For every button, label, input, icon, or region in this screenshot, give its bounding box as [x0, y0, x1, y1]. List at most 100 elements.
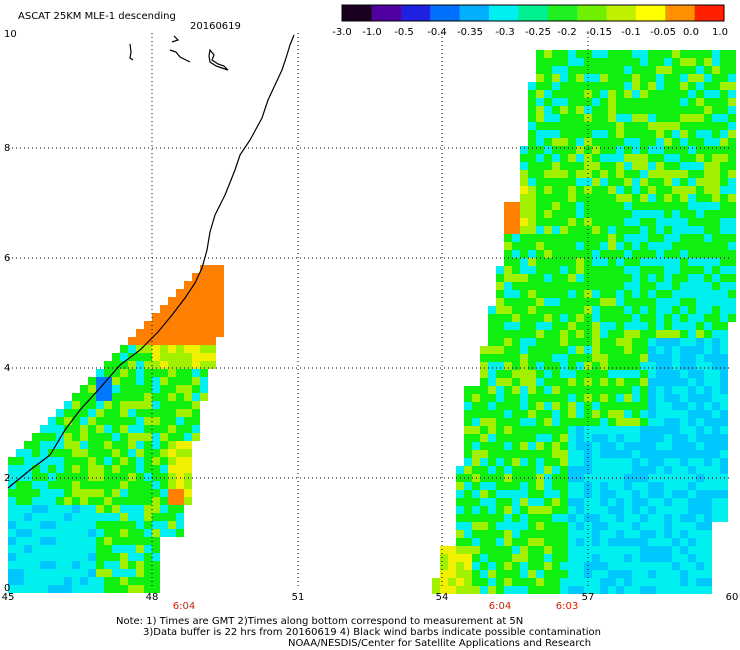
swath-cell [544, 378, 552, 386]
swath-cell [688, 346, 696, 354]
swath-cell [688, 522, 696, 530]
swath-cell [544, 394, 552, 402]
swath-cell [664, 578, 672, 586]
swath-cell [192, 393, 200, 401]
swath-cell [648, 234, 656, 242]
swath-cell [512, 554, 520, 562]
swath-cell [544, 362, 552, 370]
swath-cell [648, 218, 656, 226]
swath-cell [664, 58, 672, 66]
swath-cell [624, 226, 632, 234]
swath-cell [624, 282, 632, 290]
swath-cell [488, 402, 496, 410]
swath-cell [616, 322, 624, 330]
swath-cell [640, 266, 648, 274]
swath-cell [608, 258, 616, 266]
swath-cell [640, 74, 648, 82]
swath-cell [608, 450, 616, 458]
swath-cell [208, 297, 216, 305]
swath-cell [64, 457, 72, 465]
swath-cell [640, 194, 648, 202]
swath-cell [96, 505, 104, 513]
swath-cell [480, 562, 488, 570]
swath-cell [488, 418, 496, 426]
swath-cell [632, 82, 640, 90]
swath-cell [568, 442, 576, 450]
swath-cell [696, 498, 704, 506]
swath-cell [600, 162, 608, 170]
swath-cell [168, 465, 176, 473]
swath-cell [552, 394, 560, 402]
swath-cell [664, 554, 672, 562]
swath-cell [464, 506, 472, 514]
swath-cell [112, 505, 120, 513]
swath-cell [440, 578, 448, 586]
swath-cell [480, 370, 488, 378]
swath-cell [624, 330, 632, 338]
swath-cell [560, 74, 568, 82]
swath-cell [64, 577, 72, 585]
swath-cell [712, 98, 720, 106]
swath-cell [648, 498, 656, 506]
swath-cell [536, 194, 544, 202]
swath-cell [592, 570, 600, 578]
swath-cell [136, 585, 144, 593]
swath-cell [680, 98, 688, 106]
swath-cell [536, 314, 544, 322]
swath-cell [536, 418, 544, 426]
swath-cell [536, 370, 544, 378]
swath-cell [128, 481, 136, 489]
swath-cell [552, 226, 560, 234]
swath-cell [648, 186, 656, 194]
swath-cell [560, 178, 568, 186]
swath-cell [520, 410, 528, 418]
swath-cell [128, 425, 136, 433]
swath-cell [160, 353, 168, 361]
swath-cell [488, 330, 496, 338]
swath-cell [672, 346, 680, 354]
swath-cell [600, 554, 608, 562]
swath-cell [184, 409, 192, 417]
swath-cell [720, 266, 728, 274]
swath-cell [552, 98, 560, 106]
swath-cell [136, 553, 144, 561]
swath-cell [576, 354, 584, 362]
swath-cell [504, 218, 512, 226]
swath-cell [712, 82, 720, 90]
swath-cell [600, 546, 608, 554]
swath-cell [680, 202, 688, 210]
swath-cell [464, 466, 472, 474]
swath-cell [616, 274, 624, 282]
swath-cell [552, 178, 560, 186]
swath-cell [16, 465, 24, 473]
swath-cell [616, 546, 624, 554]
swath-cell [192, 281, 200, 289]
swath-cell [136, 433, 144, 441]
swath-cell [56, 473, 64, 481]
swath-cell [136, 425, 144, 433]
swath-cell [576, 402, 584, 410]
swath-cell [672, 146, 680, 154]
swath-cell [616, 450, 624, 458]
swath-cell [592, 178, 600, 186]
swath-cell [584, 586, 592, 594]
swath-cell [120, 385, 128, 393]
swath-cell [680, 234, 688, 242]
swath-cell [600, 458, 608, 466]
swath-cell [216, 265, 224, 273]
colorbar-swatch [577, 5, 607, 21]
swath-cell [600, 218, 608, 226]
swath-cell [536, 330, 544, 338]
swath-cell [536, 186, 544, 194]
swath-cell [528, 458, 536, 466]
swath-cell [144, 497, 152, 505]
swath-cell [576, 82, 584, 90]
swath-cell [32, 433, 40, 441]
swath-cell [688, 322, 696, 330]
swath-cell [72, 481, 80, 489]
swath-cell [608, 178, 616, 186]
swath-cell [712, 74, 720, 82]
swath-cell [24, 465, 32, 473]
swath-cell [472, 522, 480, 530]
swath-cell [704, 162, 712, 170]
